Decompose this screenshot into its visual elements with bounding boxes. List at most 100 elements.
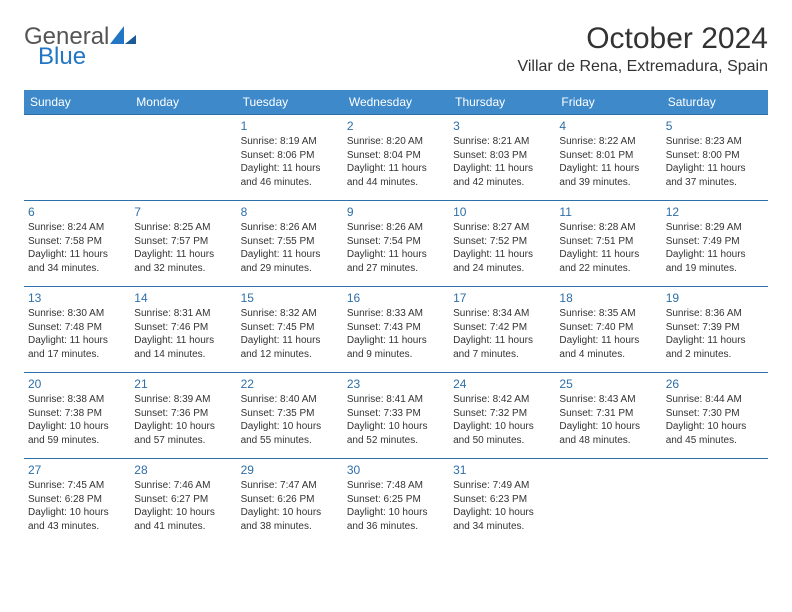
day-number: 25	[559, 376, 657, 392]
daylight-text: and 48 minutes.	[559, 434, 657, 448]
sunset-text: Sunset: 7:32 PM	[453, 407, 551, 421]
day-cell: 21Sunrise: 8:39 AMSunset: 7:36 PMDayligh…	[130, 373, 236, 459]
sunset-text: Sunset: 8:03 PM	[453, 149, 551, 163]
day-number: 24	[453, 376, 551, 392]
daylight-text: Daylight: 11 hours	[241, 162, 339, 176]
sunrise-text: Sunrise: 8:36 AM	[666, 307, 764, 321]
daylight-text: and 44 minutes.	[347, 176, 445, 190]
week-row: 20Sunrise: 8:38 AMSunset: 7:38 PMDayligh…	[24, 373, 768, 459]
page-header: General Blue October 2024 Villar de Rena…	[24, 22, 768, 76]
day-header-cell: Friday	[555, 90, 661, 115]
daylight-text: Daylight: 10 hours	[28, 506, 126, 520]
sunset-text: Sunset: 7:48 PM	[28, 321, 126, 335]
daylight-text: Daylight: 10 hours	[134, 506, 232, 520]
day-cell: 1Sunrise: 8:19 AMSunset: 8:06 PMDaylight…	[237, 115, 343, 201]
daylight-text: Daylight: 11 hours	[134, 334, 232, 348]
daylight-text: and 9 minutes.	[347, 348, 445, 362]
daylight-text: and 24 minutes.	[453, 262, 551, 276]
sunrise-text: Sunrise: 8:22 AM	[559, 135, 657, 149]
day-header-cell: Wednesday	[343, 90, 449, 115]
daylight-text: Daylight: 11 hours	[28, 248, 126, 262]
daylight-text: Daylight: 11 hours	[453, 248, 551, 262]
empty-day-cell	[555, 459, 661, 545]
day-cell: 13Sunrise: 8:30 AMSunset: 7:48 PMDayligh…	[24, 287, 130, 373]
day-cell: 19Sunrise: 8:36 AMSunset: 7:39 PMDayligh…	[662, 287, 768, 373]
daylight-text: and 34 minutes.	[28, 262, 126, 276]
sunrise-text: Sunrise: 8:42 AM	[453, 393, 551, 407]
day-cell: 6Sunrise: 8:24 AMSunset: 7:58 PMDaylight…	[24, 201, 130, 287]
daylight-text: and 14 minutes.	[134, 348, 232, 362]
sunrise-text: Sunrise: 8:21 AM	[453, 135, 551, 149]
sunset-text: Sunset: 7:42 PM	[453, 321, 551, 335]
daylight-text: Daylight: 11 hours	[666, 248, 764, 262]
logo-word-2: Blue	[38, 45, 136, 69]
daylight-text: Daylight: 11 hours	[666, 162, 764, 176]
sunrise-text: Sunrise: 8:25 AM	[134, 221, 232, 235]
week-row: 6Sunrise: 8:24 AMSunset: 7:58 PMDaylight…	[24, 201, 768, 287]
sunrise-text: Sunrise: 8:33 AM	[347, 307, 445, 321]
sunset-text: Sunset: 7:58 PM	[28, 235, 126, 249]
sunrise-text: Sunrise: 8:38 AM	[28, 393, 126, 407]
daylight-text: and 36 minutes.	[347, 520, 445, 534]
day-number: 14	[134, 290, 232, 306]
day-number: 22	[241, 376, 339, 392]
daylight-text: Daylight: 11 hours	[453, 162, 551, 176]
sunset-text: Sunset: 7:55 PM	[241, 235, 339, 249]
sunset-text: Sunset: 7:51 PM	[559, 235, 657, 249]
day-header-cell: Thursday	[449, 90, 555, 115]
daylight-text: Daylight: 11 hours	[241, 334, 339, 348]
daylight-text: Daylight: 10 hours	[28, 420, 126, 434]
daylight-text: and 12 minutes.	[241, 348, 339, 362]
daylight-text: and 42 minutes.	[453, 176, 551, 190]
daylight-text: Daylight: 11 hours	[453, 334, 551, 348]
day-header-cell: Monday	[130, 90, 236, 115]
daylight-text: and 19 minutes.	[666, 262, 764, 276]
day-number: 10	[453, 204, 551, 220]
day-header-cell: Sunday	[24, 90, 130, 115]
sunrise-text: Sunrise: 8:19 AM	[241, 135, 339, 149]
day-cell: 12Sunrise: 8:29 AMSunset: 7:49 PMDayligh…	[662, 201, 768, 287]
sunset-text: Sunset: 8:01 PM	[559, 149, 657, 163]
day-number: 19	[666, 290, 764, 306]
sunrise-text: Sunrise: 8:32 AM	[241, 307, 339, 321]
daylight-text: and 17 minutes.	[28, 348, 126, 362]
sunrise-text: Sunrise: 8:34 AM	[453, 307, 551, 321]
daylight-text: Daylight: 10 hours	[347, 506, 445, 520]
daylight-text: and 2 minutes.	[666, 348, 764, 362]
day-cell: 10Sunrise: 8:27 AMSunset: 7:52 PMDayligh…	[449, 201, 555, 287]
day-number: 31	[453, 462, 551, 478]
sunrise-text: Sunrise: 8:43 AM	[559, 393, 657, 407]
calendar-body: 1Sunrise: 8:19 AMSunset: 8:06 PMDaylight…	[24, 115, 768, 545]
day-number: 26	[666, 376, 764, 392]
day-cell: 20Sunrise: 8:38 AMSunset: 7:38 PMDayligh…	[24, 373, 130, 459]
daylight-text: and 57 minutes.	[134, 434, 232, 448]
day-number: 18	[559, 290, 657, 306]
sunrise-text: Sunrise: 8:31 AM	[134, 307, 232, 321]
logo: General Blue	[24, 22, 136, 69]
sunset-text: Sunset: 7:38 PM	[28, 407, 126, 421]
day-number: 29	[241, 462, 339, 478]
daylight-text: and 37 minutes.	[666, 176, 764, 190]
sunset-text: Sunset: 8:00 PM	[666, 149, 764, 163]
day-cell: 16Sunrise: 8:33 AMSunset: 7:43 PMDayligh…	[343, 287, 449, 373]
daylight-text: Daylight: 10 hours	[241, 420, 339, 434]
sunrise-text: Sunrise: 8:30 AM	[28, 307, 126, 321]
daylight-text: and 32 minutes.	[134, 262, 232, 276]
daylight-text: Daylight: 10 hours	[134, 420, 232, 434]
daylight-text: and 22 minutes.	[559, 262, 657, 276]
daylight-text: and 46 minutes.	[241, 176, 339, 190]
calendar-table: SundayMondayTuesdayWednesdayThursdayFrid…	[24, 90, 768, 545]
sunset-text: Sunset: 6:27 PM	[134, 493, 232, 507]
sunset-text: Sunset: 7:30 PM	[666, 407, 764, 421]
day-number: 2	[347, 118, 445, 134]
day-cell: 17Sunrise: 8:34 AMSunset: 7:42 PMDayligh…	[449, 287, 555, 373]
sunset-text: Sunset: 6:26 PM	[241, 493, 339, 507]
sunrise-text: Sunrise: 8:24 AM	[28, 221, 126, 235]
day-number: 3	[453, 118, 551, 134]
sunset-text: Sunset: 7:35 PM	[241, 407, 339, 421]
daylight-text: and 29 minutes.	[241, 262, 339, 276]
sunrise-text: Sunrise: 8:27 AM	[453, 221, 551, 235]
sunset-text: Sunset: 7:45 PM	[241, 321, 339, 335]
daylight-text: and 50 minutes.	[453, 434, 551, 448]
daylight-text: and 41 minutes.	[134, 520, 232, 534]
